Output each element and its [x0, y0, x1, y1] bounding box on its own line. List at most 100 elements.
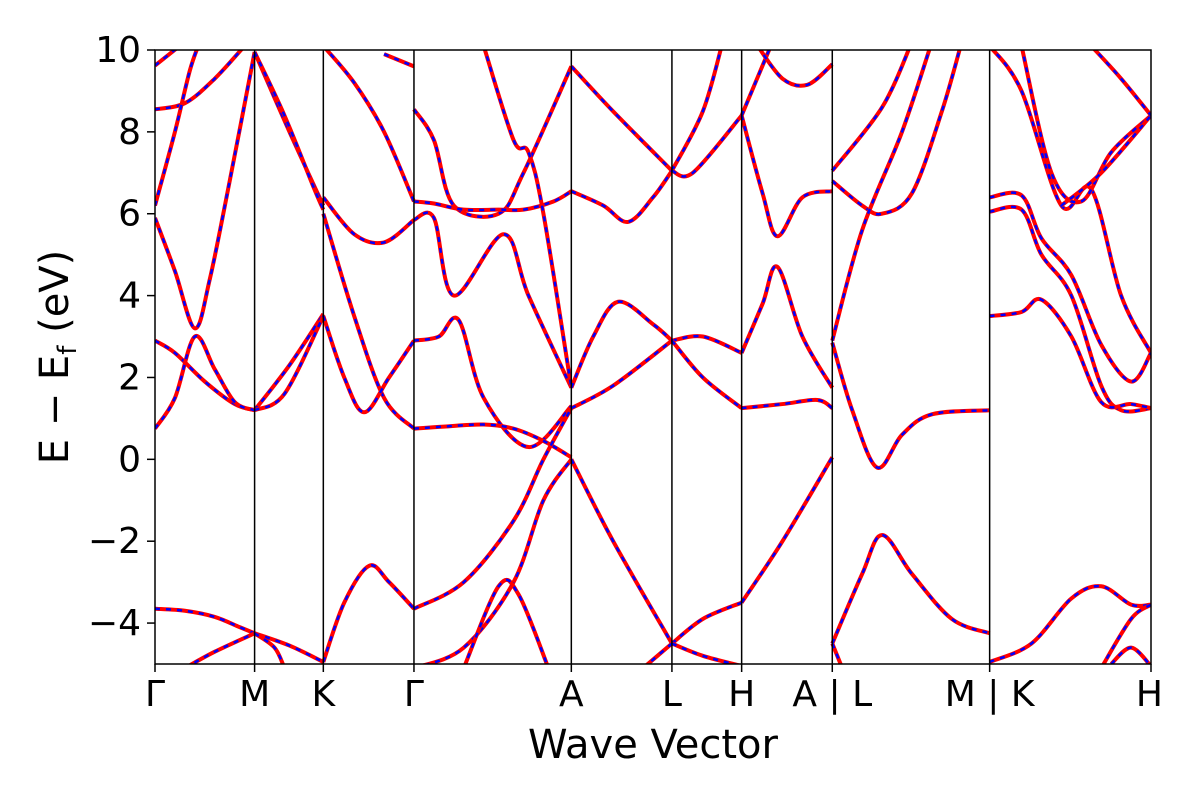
- band-line-dashed-1: [155, 50, 243, 111]
- band-line-42: [739, 114, 833, 239]
- y-tick-label-5: 6: [118, 194, 141, 235]
- y-axis-ticks: −4 −2 0 2 4 6 8 10: [88, 30, 155, 644]
- band-line-dashed-39: [671, 601, 743, 645]
- band-line-60: [1020, 50, 1151, 205]
- y-tick-label-6: 8: [118, 112, 141, 153]
- band-line-39: [670, 600, 743, 646]
- band-line-dashed-43: [740, 265, 834, 389]
- band-line-dashed-10: [253, 313, 325, 411]
- band-line-0: [155, 50, 178, 68]
- band-line-dashed-14: [325, 50, 416, 202]
- y-tick-label-4: 4: [118, 276, 141, 317]
- band-line-dashed-47: [831, 50, 910, 172]
- band-line-dashed-38: [670, 339, 743, 410]
- band-line-dashed-32: [570, 339, 673, 410]
- band-line-dashed-28: [483, 50, 573, 388]
- band-line-dashed-23: [413, 316, 573, 449]
- band-line-dashed-36: [671, 114, 743, 178]
- band-line-dashed-50: [831, 342, 990, 469]
- y-axis-title-main: E − E: [32, 355, 78, 465]
- band-line-dashed-49: [831, 50, 931, 341]
- band-line-dashed-22: [413, 211, 573, 389]
- band-line-dashed-20: [412, 65, 573, 219]
- x-tick-label-6: H: [728, 674, 755, 715]
- band-line-dashed-54: [989, 191, 1151, 383]
- y-tick-label-0: −4: [88, 603, 141, 644]
- band-line-54: [989, 190, 1151, 384]
- band-line-dashed-62: [1093, 50, 1151, 117]
- kpoint-lines: [253, 50, 991, 664]
- x-tick-label-7: A | L: [792, 674, 872, 715]
- band-line-dashed-53: [991, 50, 1151, 354]
- x-axis-title: Wave Vector: [528, 722, 779, 768]
- band-line-31: [569, 299, 674, 389]
- band-line-dashed-45: [740, 456, 834, 604]
- band-line-16: [321, 213, 416, 431]
- band-line-17: [321, 315, 416, 415]
- band-line-dashed-33: [570, 458, 674, 645]
- x-tick-label-3: Γ: [404, 674, 424, 715]
- band-line-dashed-60: [1021, 50, 1151, 204]
- band-line-dashed-21: [413, 190, 572, 212]
- bands-layer: [155, 50, 1151, 664]
- band-line-15: [321, 196, 416, 246]
- band-line-dashed-30: [570, 170, 673, 224]
- band-line-dashed-3: [155, 51, 256, 330]
- band-line-56: [989, 296, 1151, 411]
- x-tick-label-0: Γ: [145, 674, 165, 715]
- band-line-20: [412, 65, 574, 219]
- x-tick-label-8: M | K: [945, 674, 1036, 715]
- x-tick-label-9: H: [1136, 674, 1163, 715]
- y-tick-label-3: 2: [118, 357, 141, 398]
- x-axis-ticks: Γ M K Γ A L H A | L M | K H: [145, 664, 1163, 715]
- band-line-9: [252, 51, 326, 211]
- y-axis-title: E − Ef (eV): [32, 250, 83, 465]
- y-axis-title-subscript: f: [53, 345, 83, 355]
- band-line-dashed-18: [322, 563, 415, 663]
- band-line-dashed-15: [322, 196, 415, 245]
- band-line-dashed-26: [423, 458, 573, 664]
- x-tick-label-4: A: [559, 674, 584, 715]
- x-tick-label-5: L: [662, 674, 682, 715]
- x-tick-label-1: M: [239, 674, 270, 715]
- band-line-dashed-29: [570, 65, 673, 172]
- band-line-dashed-46: [758, 50, 834, 87]
- y-tick-label-2: 0: [118, 439, 141, 480]
- band-line-dashed-11: [254, 315, 325, 412]
- y-tick-label-7: 10: [95, 30, 141, 71]
- band-line-dashed-19: [383, 52, 415, 68]
- band-line-25: [413, 407, 574, 611]
- band-line-36: [671, 114, 744, 179]
- band-line-dashed-13: [253, 632, 285, 664]
- band-line-21: [413, 189, 573, 213]
- band-line-dashed-40: [671, 642, 739, 664]
- band-line-48: [831, 50, 962, 217]
- band-line-dashed-59: [1110, 646, 1151, 664]
- band-line-dashed-0: [155, 50, 177, 67]
- band-line-38: [670, 339, 743, 410]
- band-line-6: [155, 606, 256, 636]
- band-line-dashed-7: [189, 632, 256, 664]
- band-line-dashed-34: [645, 642, 673, 664]
- band-line-dashed-31: [570, 300, 673, 389]
- band-line-dashed-25: [413, 407, 573, 610]
- plot-frame: [154, 49, 1152, 665]
- band-line-3: [155, 51, 257, 331]
- band-line-44: [741, 397, 834, 411]
- band-line-dashed-55: [989, 205, 1151, 413]
- y-tick-label-1: −2: [88, 521, 141, 562]
- band-line-18: [321, 563, 416, 663]
- band-line-47: [830, 50, 911, 172]
- band-line-dashed-16: [322, 213, 415, 430]
- band-line-dashed-12: [254, 632, 324, 664]
- band-line-45: [739, 456, 834, 604]
- band-line-dashed-5: [155, 334, 256, 430]
- band-line-dashed-42: [740, 115, 833, 238]
- band-line-50: [830, 342, 990, 470]
- band-line-dashed-48: [831, 50, 961, 216]
- band-line-43: [739, 264, 835, 389]
- band-line-dashed-44: [741, 398, 833, 410]
- band-line-37: [671, 334, 743, 355]
- band-line-dashed-61: [1060, 114, 1151, 207]
- band-line-dashed-2: [155, 50, 198, 206]
